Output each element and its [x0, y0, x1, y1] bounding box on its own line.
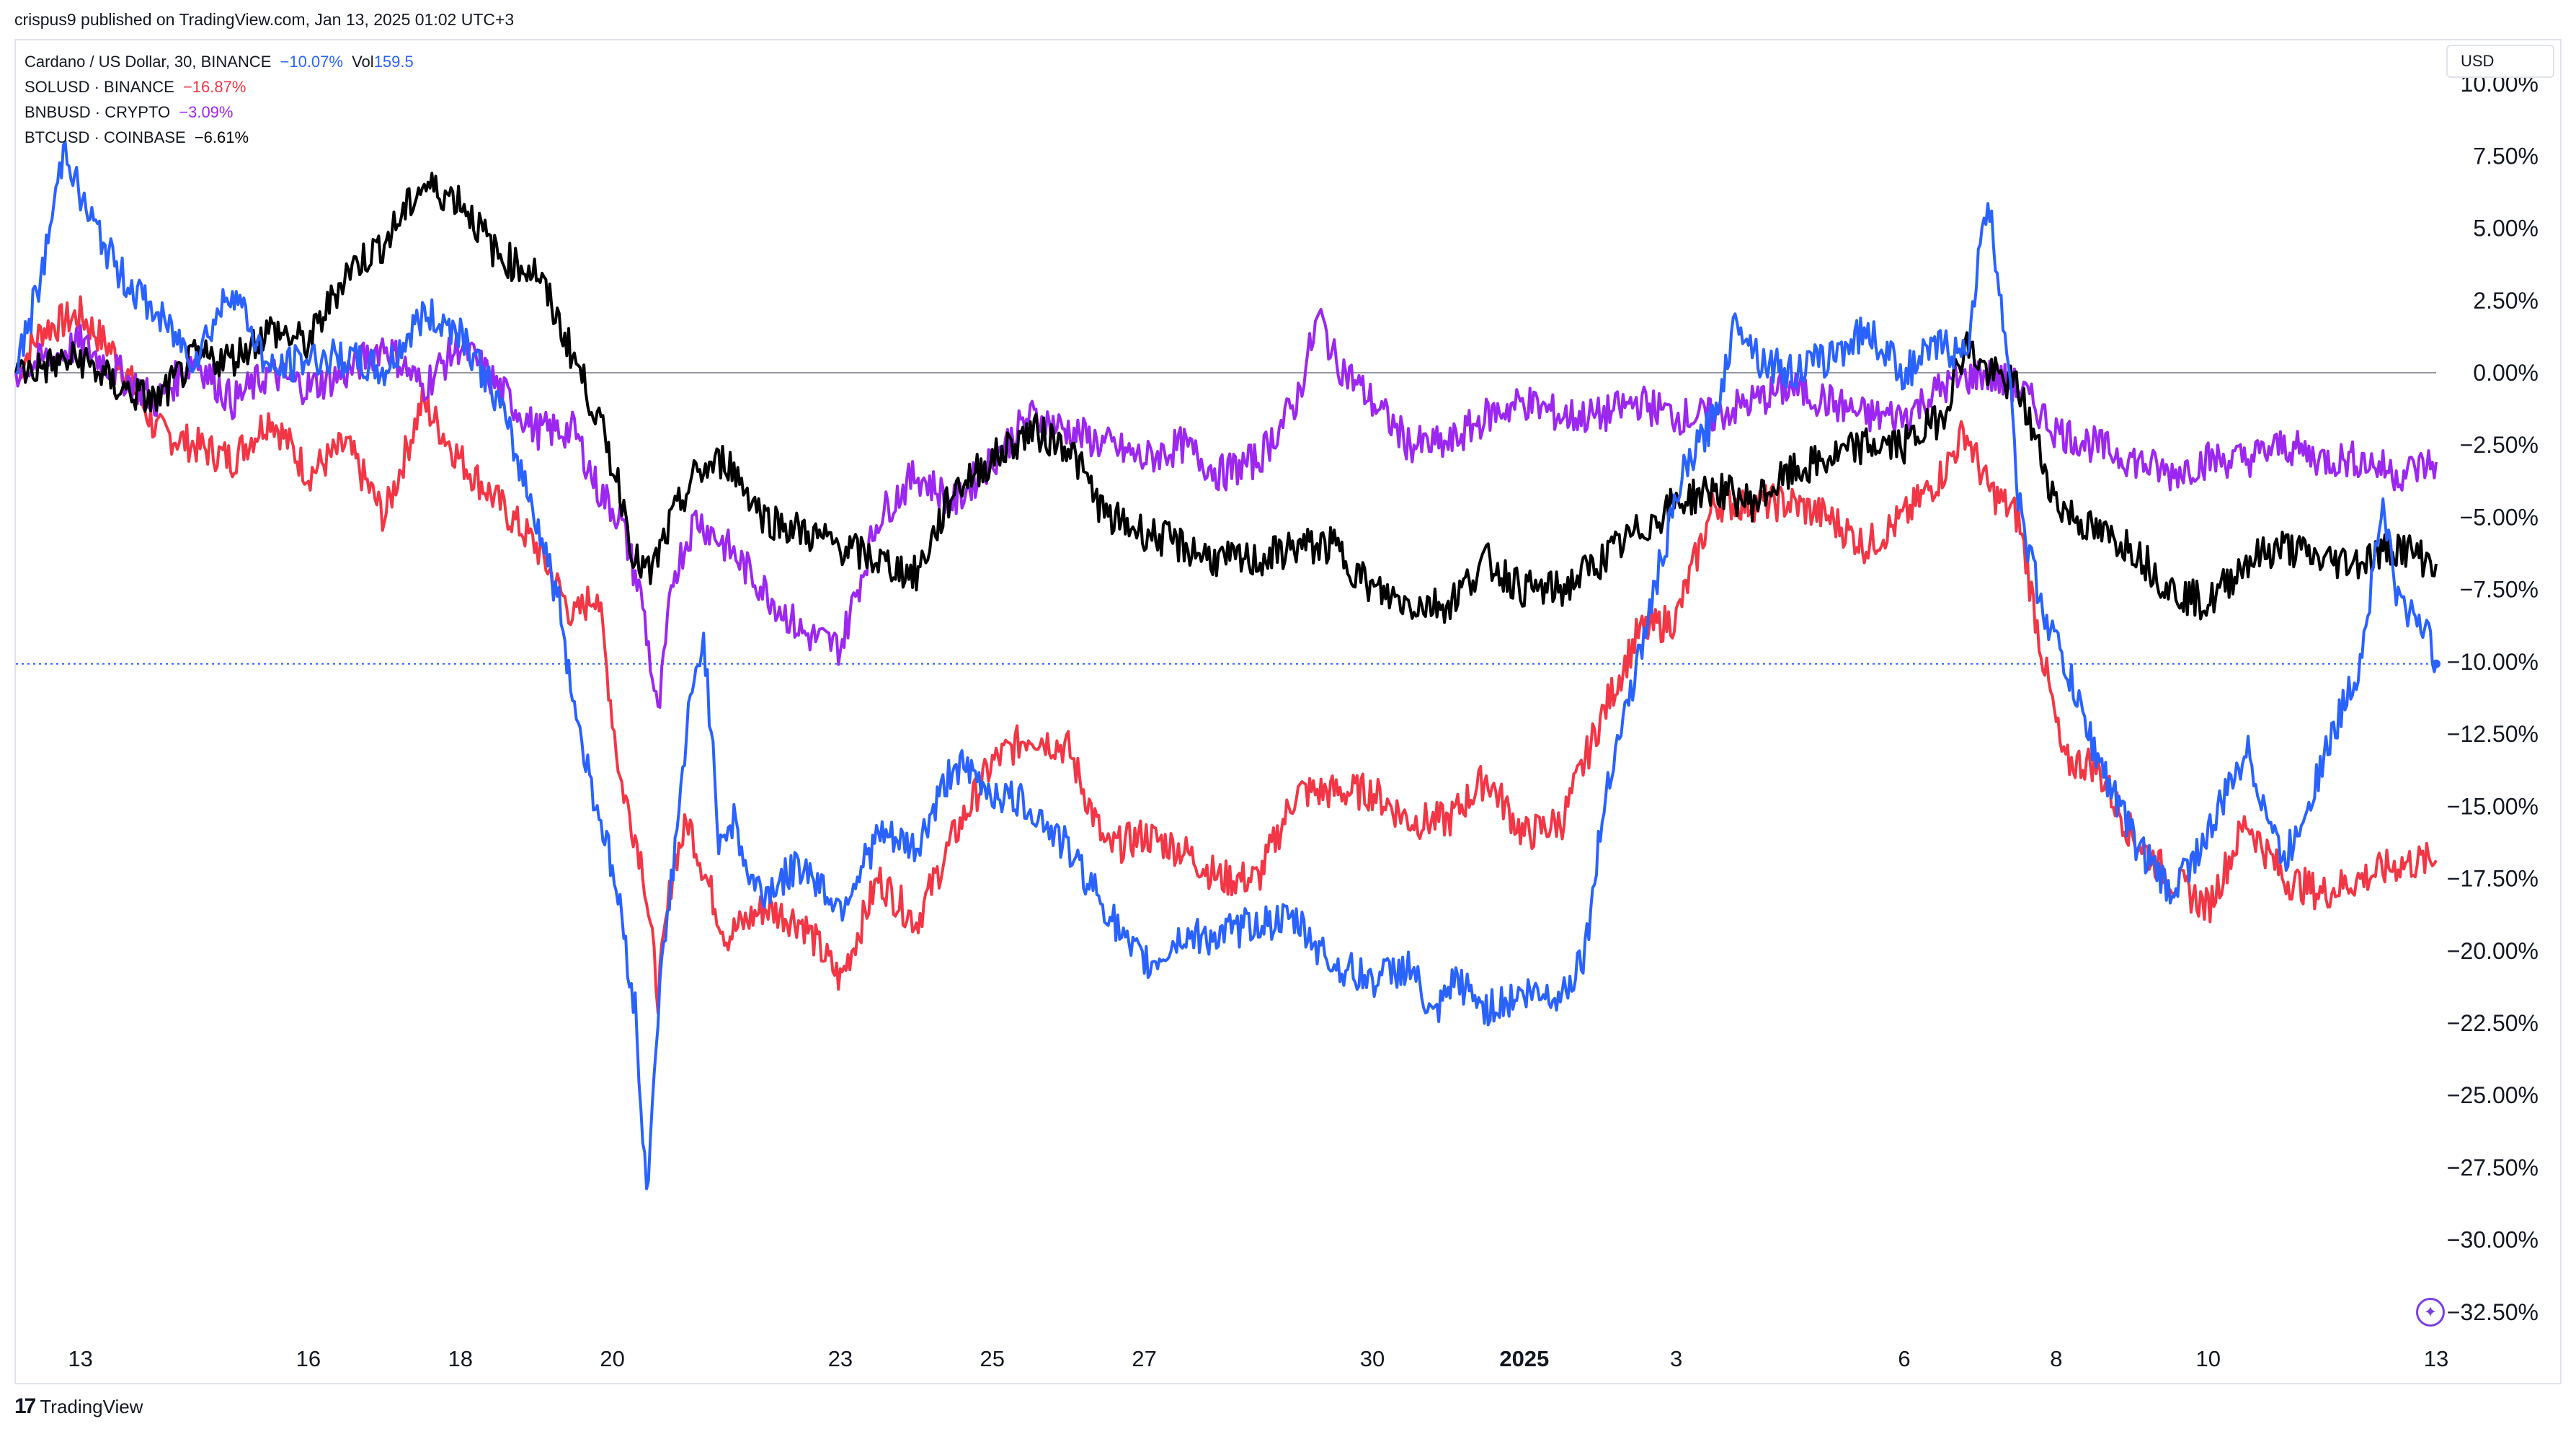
y-tick-label: −25.00% [2447, 1082, 2539, 1108]
tv-logo-icon: 17 [14, 1394, 36, 1418]
legend-vol-label: Vol [352, 53, 374, 71]
legend-btc-change: −6.61% [194, 128, 249, 146]
series-lines [14, 140, 2440, 1190]
x-axis[interactable]: 13 16 18 20 23 25 27 30 2025 3 6 8 10 13 [68, 1346, 2448, 1371]
x-tick-label: 23 [828, 1346, 853, 1371]
x-tick-label: 6 [1898, 1346, 1910, 1371]
x-tick-label: 3 [1670, 1346, 1682, 1371]
x-tick-label: 2025 [1499, 1346, 1549, 1371]
y-tick-label: 0.00% [2473, 360, 2539, 386]
x-tick-label: 18 [448, 1346, 473, 1371]
x-tick-label: 30 [1360, 1346, 1385, 1371]
y-tick-label: −5.00% [2460, 504, 2539, 530]
y-tick-label: 2.50% [2473, 288, 2539, 314]
y-tick-label: −12.50% [2447, 721, 2539, 747]
series-line-bnbusd [14, 308, 2438, 709]
y-tick-label: 5.00% [2473, 216, 2539, 242]
legend-ada-change: −10.07% [280, 53, 343, 71]
y-tick-label: −20.00% [2447, 938, 2539, 964]
legend-sol-name: SOLUSD · BINANCE [25, 78, 174, 96]
last-point-marker [2432, 659, 2440, 668]
legend-vol-value: 159.5 [373, 53, 414, 71]
legend-bnb-name: BNBUSD · CRYPTO [25, 103, 171, 121]
x-tick-label: 13 [2424, 1346, 2448, 1371]
legend-sol-change: −16.87% [182, 78, 247, 96]
y-tick-label: −7.50% [2460, 577, 2539, 603]
legend-bnb-change: −3.09% [179, 103, 234, 121]
legend-row-ada[interactable]: Cardano / US Dollar, 30, BINANCE −10.07%… [25, 49, 418, 74]
legend-btc-name: BTCUSD · COINBASE [25, 128, 186, 146]
tradingview-logo[interactable]: 17 TradingView [14, 1394, 143, 1419]
x-tick-label: 20 [600, 1346, 624, 1371]
x-tick-label: 8 [2050, 1346, 2062, 1371]
x-tick-label: 10 [2195, 1346, 2220, 1371]
x-tick-label: 25 [980, 1346, 1005, 1371]
publish-line: crispus9 published on TradingView.com, J… [14, 10, 515, 29]
series-line-btcusd [14, 172, 2438, 624]
series-line-solusd [14, 295, 2438, 1014]
currency-selector[interactable]: USD [2446, 45, 2554, 78]
chart-pane[interactable] [14, 39, 2562, 1384]
x-tick-label: 16 [296, 1346, 321, 1371]
y-axis[interactable]: 10.00%7.50%5.00%2.50%0.00%−2.50%−5.00%−7… [2447, 71, 2539, 1325]
y-tick-label: −10.00% [2447, 649, 2539, 675]
legend-row-sol[interactable]: SOLUSD · BINANCE −16.87% [25, 74, 418, 99]
legend: Cardano / US Dollar, 30, BINANCE −10.07%… [25, 49, 418, 150]
x-tick-label: 13 [68, 1346, 92, 1371]
legend-row-bnb[interactable]: BNBUSD · CRYPTO −3.09% [25, 99, 418, 125]
y-tick-label: −17.50% [2447, 866, 2539, 892]
y-tick-label: −27.50% [2447, 1154, 2539, 1180]
y-tick-label: −32.50% [2447, 1299, 2539, 1325]
legend-ada-name: Cardano / US Dollar, 30, BINANCE [25, 53, 272, 71]
x-tick-label: 27 [1132, 1346, 1156, 1371]
y-tick-label: −15.00% [2447, 793, 2539, 819]
legend-row-btc[interactable]: BTCUSD · COINBASE −6.61% [25, 125, 418, 150]
sparkle-icon[interactable]: ✦ [2416, 1298, 2445, 1327]
y-tick-label: 7.50% [2473, 143, 2539, 169]
series-line-adausd [15, 140, 2438, 1190]
y-tick-label: −2.50% [2460, 432, 2539, 458]
tv-logo-text: TradingView [40, 1395, 143, 1417]
y-tick-label: −22.50% [2447, 1010, 2539, 1036]
y-tick-label: −30.00% [2447, 1227, 2539, 1253]
